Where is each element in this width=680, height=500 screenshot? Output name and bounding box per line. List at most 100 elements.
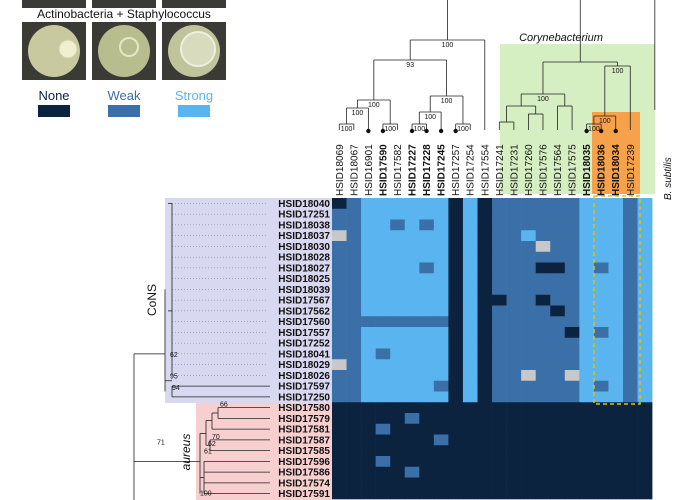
heatmap-cell	[550, 466, 566, 478]
heatmap-cell	[608, 251, 624, 263]
heatmap-cell	[462, 230, 478, 242]
heatmap-cell	[404, 198, 420, 210]
heatmap-cell	[521, 402, 536, 414]
heatmap-cell	[433, 273, 449, 285]
heatmap-cell	[404, 327, 420, 339]
heatmap-cell	[375, 273, 391, 285]
heatmap-cell	[521, 423, 536, 435]
heatmap-cell	[579, 456, 595, 468]
heatmap-cell	[404, 445, 420, 457]
bootstrap-value: 66	[220, 402, 228, 409]
row-label: HSID17596	[278, 457, 330, 468]
heatmap-cell	[506, 294, 522, 306]
heatmap-cell	[375, 327, 391, 339]
heatmap-cell	[637, 445, 653, 457]
heatmap-cell	[462, 434, 478, 446]
heatmap-cell	[361, 251, 376, 263]
plate-zone-strong	[180, 31, 216, 67]
heatmap-cell	[462, 402, 478, 414]
heatmap-cell	[419, 359, 435, 371]
heatmap-cell	[361, 198, 376, 210]
row-label: HSID17574	[278, 478, 330, 489]
heatmap-cell	[390, 391, 406, 403]
heatmap-cell	[521, 488, 536, 500]
heatmap-cell	[506, 337, 522, 349]
heatmap-cell	[564, 445, 580, 457]
heatmap-cell	[477, 230, 493, 242]
panel-title: Actinobacteria + Staphylococcus	[37, 7, 211, 21]
heatmap-cell	[477, 359, 493, 371]
heatmap-cell	[346, 380, 362, 392]
heatmap-cell	[579, 198, 595, 210]
heatmap-cell	[332, 391, 347, 403]
heatmap-cell	[361, 423, 376, 435]
heatmap-cell	[550, 284, 566, 296]
heatmap-cell	[332, 456, 347, 468]
heatmap-cell	[550, 434, 566, 446]
heatmap-cell	[535, 294, 551, 306]
heatmap-cell	[433, 294, 449, 306]
heatmap-cell	[593, 262, 609, 274]
heatmap-cell	[564, 219, 580, 231]
heatmap-cell	[521, 241, 536, 253]
heatmap-cell	[564, 477, 580, 489]
heatmap-cell	[346, 337, 362, 349]
heatmap-cell	[404, 380, 420, 392]
heatmap-cell	[361, 445, 376, 457]
heatmap-cell	[535, 273, 551, 285]
heatmap-cell	[637, 198, 653, 210]
heatmap-cell	[448, 219, 464, 231]
heatmap-cell	[419, 413, 435, 425]
heatmap-cell	[433, 445, 449, 457]
heatmap-cell	[404, 391, 420, 403]
heatmap-cell	[361, 434, 376, 446]
heatmap-cell	[332, 327, 347, 339]
heatmap-cell	[332, 477, 347, 489]
heatmap-cell	[521, 327, 536, 339]
heatmap-cell	[506, 477, 522, 489]
heatmap-cell	[419, 402, 435, 414]
heatmap-cell	[433, 337, 449, 349]
heatmap-cell	[521, 434, 536, 446]
node-dot	[409, 128, 415, 134]
heatmap-cell	[623, 348, 638, 360]
heatmap-cell	[593, 413, 609, 425]
heatmap-cell	[433, 456, 449, 468]
heatmap-cell	[332, 348, 347, 360]
heatmap-cell	[535, 262, 551, 274]
row-label: HSID17587	[278, 435, 330, 446]
heatmap-cell	[433, 380, 449, 392]
heatmap-cell	[608, 466, 624, 478]
row-label: HSID18037	[278, 231, 330, 242]
heatmap-cell	[608, 219, 624, 231]
heatmap-cell	[593, 294, 609, 306]
heatmap-cell	[506, 327, 522, 339]
heatmap-cell	[535, 477, 551, 489]
plate-dish-weak	[98, 25, 150, 77]
heatmap-cell	[375, 198, 391, 210]
heatmap-cell	[579, 262, 595, 274]
heatmap-cell	[579, 284, 595, 296]
heatmap-cell	[390, 456, 406, 468]
heatmap-cell	[608, 477, 624, 489]
heatmap-cell	[433, 348, 449, 360]
heatmap-cell	[477, 316, 493, 328]
heatmap-cell	[623, 413, 638, 425]
heatmap-cell	[448, 251, 464, 263]
column-label: HSID18034	[611, 144, 622, 196]
heatmap-cell	[492, 294, 507, 306]
heatmap-cell	[419, 348, 435, 360]
heatmap-cell	[419, 434, 435, 446]
heatmap-cell	[593, 434, 609, 446]
heatmap-cell	[637, 456, 653, 468]
row-label: HSID18027	[278, 263, 330, 274]
heatmap-cell	[346, 230, 362, 242]
heatmap-cell	[332, 445, 347, 457]
heatmap-cell	[579, 219, 595, 231]
heatmap-cell	[462, 348, 478, 360]
heatmap-cell	[637, 262, 653, 274]
heatmap-cell	[419, 477, 435, 489]
heatmap-cell	[564, 488, 580, 500]
heatmap-cell	[608, 456, 624, 468]
heatmap-cell	[433, 208, 449, 220]
